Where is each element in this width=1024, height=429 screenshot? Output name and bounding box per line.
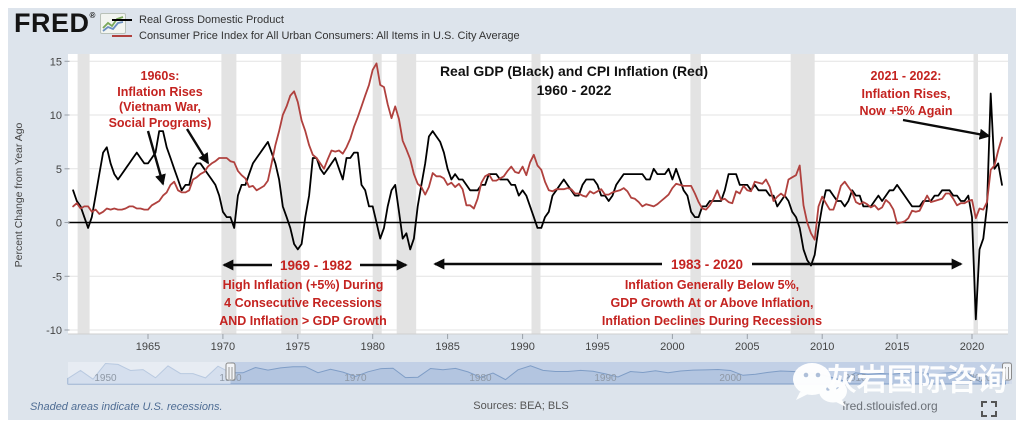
fred-site-link[interactable]: fred.stlouisfed.org — [842, 399, 937, 413]
arrow-1960s-right — [185, 128, 210, 165]
recession-band — [396, 54, 417, 334]
fred-logo[interactable]: FRED ® — [14, 8, 126, 39]
annotation-1969-1982-line3: AND Inflation > GDP Growth — [219, 314, 386, 328]
annotation-1960s-line2: Inflation Rises — [117, 85, 202, 99]
minimap-year-label: 1970 — [344, 373, 367, 384]
x-tick-label: 2020 — [960, 341, 984, 353]
annotation-1960s-line4: Social Programs) — [109, 116, 212, 130]
x-tick-label: 2005 — [735, 341, 759, 353]
annotation-1969-1982-title: 1969 - 1982 — [280, 258, 352, 273]
annotation-1983-2020-line3: Inflation Declines During Recessions — [602, 314, 822, 328]
legend-item-gdp: Real Gross Domestic Product — [112, 12, 520, 28]
legend-item-cpi: Consumer Price Index for All Urban Consu… — [112, 28, 520, 44]
minimap-handle-left[interactable] — [225, 362, 236, 381]
x-tick-label: 1980 — [360, 341, 384, 353]
y-tick-label: 5 — [56, 164, 62, 176]
annotation-1969-1982-line1: High Inflation (+5%) During — [223, 278, 384, 292]
annotation-1983-2020-title: 1983 - 2020 — [671, 257, 743, 272]
x-tick-label: 1975 — [286, 341, 310, 353]
cpi-line — [72, 62, 1003, 241]
x-tick-label: 1990 — [510, 341, 534, 353]
chart-subtitle: 1960 - 2022 — [537, 82, 612, 98]
y-tick-label: 0 — [56, 218, 62, 230]
x-tick-label: 2010 — [810, 341, 834, 353]
annotation-2021-2022-line1: 2021 - 2022: — [871, 69, 942, 83]
annotation-1969-1982-line2: 4 Consecutive Recessions — [224, 296, 382, 310]
sources-text: Sources: BEA; BLS — [473, 400, 568, 412]
annotation-1983-2020: 1983 - 2020 Inflation Generally Below 5%… — [602, 257, 822, 328]
arrow-2021-2022 — [902, 118, 991, 140]
minimap-handle-grip[interactable] — [225, 362, 236, 381]
legend-label-cpi: Consumer Price Index for All Urban Consu… — [139, 30, 520, 42]
fred-logo-registered: ® — [89, 11, 96, 20]
x-tick-label: 2000 — [660, 341, 684, 353]
minimap-area-series — [67, 362, 1006, 385]
watermark-text: 灰岩国际咨询 — [827, 364, 1007, 397]
recession-band — [281, 54, 301, 334]
y-tick-label: -5 — [52, 271, 62, 283]
annotation-1960s-line3: (Vietnam War, — [119, 100, 201, 114]
annotation-1983-2020-line2: GDP Growth At or Above Inflation, — [610, 296, 813, 310]
legend-label-gdp: Real Gross Domestic Product — [139, 14, 284, 26]
annotation-1969-1982: 1969 - 1982 High Inflation (+5%) During … — [219, 258, 386, 328]
annotation-2021-2022-line3: Now +5% Again — [860, 104, 953, 118]
x-tick-label: 2015 — [885, 341, 909, 353]
fred-logo-chart-icon — [99, 13, 126, 34]
minimap-year-label: 2010 — [844, 373, 867, 384]
minimap-handle-grip[interactable] — [1002, 362, 1012, 381]
chart-legend: Real Gross Domestic Product Consumer Pri… — [112, 12, 520, 44]
minimap-year-label: 1950 — [94, 373, 117, 384]
recession-note: Shaded areas indicate U.S. recessions. — [30, 401, 223, 413]
minimap-year-label: 2020 — [969, 373, 992, 384]
annotation-2021-2022-line2: Inflation Rises, — [862, 87, 951, 101]
y-tick-label: -10 — [46, 325, 62, 337]
arrow-1960s-left — [146, 130, 166, 186]
y-tick-label: 10 — [50, 110, 62, 122]
x-tick-label: 1985 — [435, 341, 459, 353]
minimap-year-label: 1980 — [469, 373, 492, 384]
gdp-line — [72, 92, 1003, 321]
annotation-1960s: 1960s: Inflation Rises (Vietnam War, Soc… — [109, 69, 212, 130]
fullscreen-icon[interactable] — [981, 401, 997, 417]
wechat-icon — [793, 363, 847, 407]
annotation-2021-2022: 2021 - 2022: Inflation Rises, Now +5% Ag… — [860, 69, 953, 118]
recession-band — [372, 54, 382, 334]
x-tick-label: 1965 — [136, 341, 160, 353]
y-axis-title: Percent Change from Year Ago — [13, 122, 25, 267]
y-tick-label: 15 — [50, 56, 62, 68]
annotation-1983-2020-line1: Inflation Generally Below 5%, — [625, 278, 799, 292]
recession-band — [973, 54, 978, 334]
legend-swatch-cpi — [112, 35, 132, 37]
annotation-1960s-line1: 1960s: — [141, 69, 180, 83]
recession-band — [221, 54, 237, 334]
legend-swatch-gdp — [112, 19, 132, 21]
chart-title: Real GDP (Black) and CPI Inflation (Red) — [440, 63, 708, 79]
minimap-handle-right[interactable] — [1002, 362, 1012, 381]
minimap-year-label: 2000 — [719, 373, 742, 384]
minimap-year-label: 1990 — [594, 373, 617, 384]
x-tick-label: 1970 — [211, 341, 235, 353]
x-tick-label: 1995 — [585, 341, 609, 353]
fred-logo-text: FRED — [14, 8, 90, 38]
recession-band — [531, 54, 541, 334]
recession-band — [77, 54, 90, 334]
minimap-unselected-overlay — [68, 362, 231, 384]
